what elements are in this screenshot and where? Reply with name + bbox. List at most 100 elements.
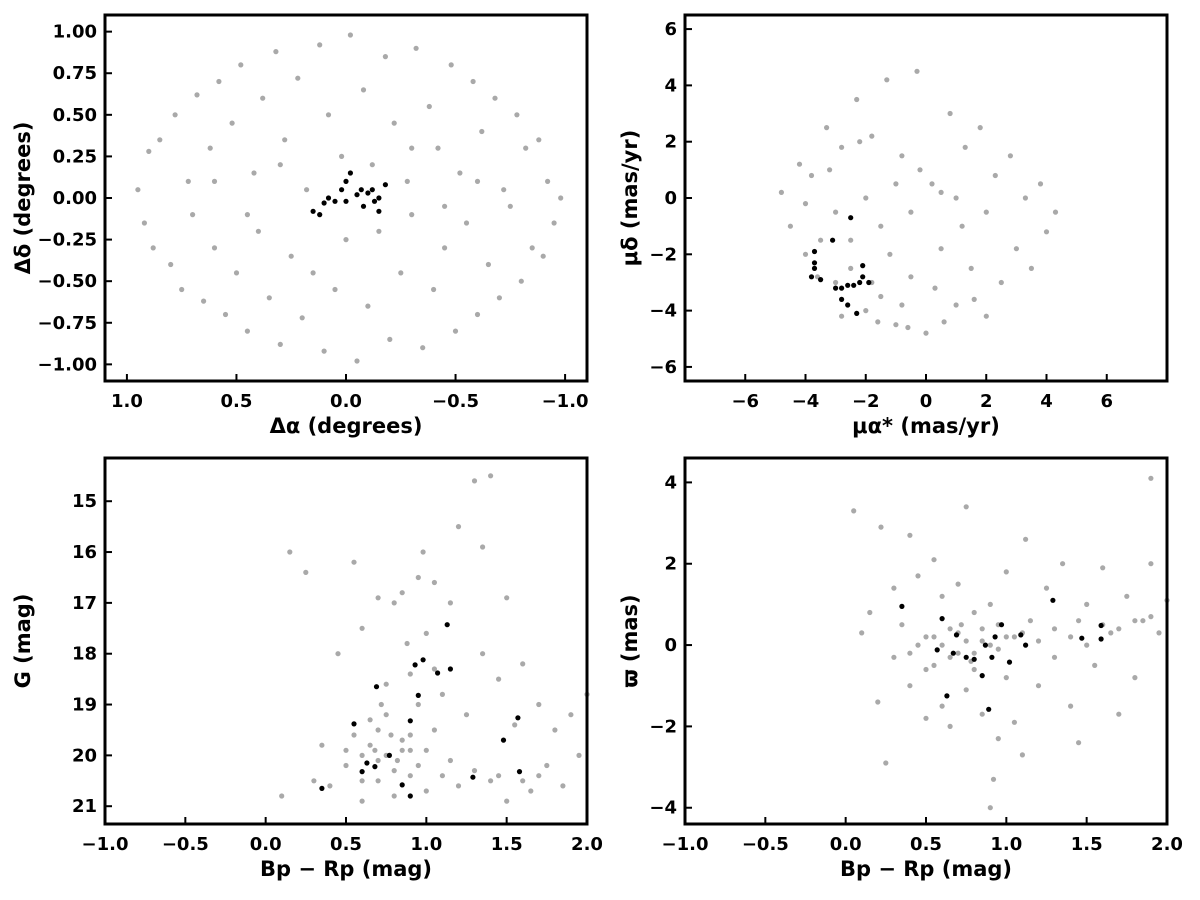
background-point <box>470 78 476 85</box>
member-point <box>447 666 453 672</box>
background-point <box>1035 683 1042 689</box>
background-point <box>923 666 929 673</box>
background-point <box>282 137 288 143</box>
background-point <box>375 757 381 764</box>
background-point <box>439 773 445 779</box>
background-point <box>802 201 809 207</box>
background-point <box>343 747 349 753</box>
background-point <box>923 715 929 721</box>
background-point <box>990 776 997 782</box>
background-point <box>1148 614 1154 620</box>
background-point <box>848 237 854 243</box>
background-point <box>179 286 185 293</box>
background-point <box>968 265 974 271</box>
background-point <box>520 661 526 667</box>
y-tick-label: −0.50 <box>38 271 98 292</box>
background-point <box>448 62 454 68</box>
background-point <box>1011 634 1018 640</box>
y-tick-label: 15 <box>72 491 97 512</box>
background-point <box>907 683 913 689</box>
y-tick-label: −6 <box>649 357 677 378</box>
background-point <box>931 662 937 669</box>
background-point <box>496 773 502 779</box>
y-tick-label: −4 <box>649 798 677 819</box>
background-point <box>1003 634 1009 640</box>
background-point <box>439 691 445 698</box>
background-point <box>207 145 213 151</box>
y-axis-label: Δδ (degrees) <box>11 122 35 275</box>
background-point <box>426 103 432 110</box>
member-point <box>811 265 818 271</box>
background-point <box>1084 642 1090 648</box>
background-point <box>399 590 405 596</box>
member-point <box>944 693 950 699</box>
background-point <box>354 358 360 364</box>
background-point <box>378 701 384 708</box>
x-tick-label: −4 <box>792 391 820 412</box>
background-point <box>150 245 156 251</box>
background-point <box>915 642 921 648</box>
background-point <box>907 650 913 656</box>
x-tick-label: −2 <box>852 391 880 412</box>
background-point <box>971 650 977 656</box>
background-point <box>1023 536 1029 542</box>
background-point <box>255 228 261 234</box>
axes-frame <box>103 13 589 383</box>
background-point <box>905 324 911 331</box>
background-point <box>979 626 985 632</box>
x-tick-label: −1.0 <box>82 834 129 855</box>
member-point <box>399 782 405 788</box>
background-point <box>931 557 937 563</box>
background-point <box>818 237 824 243</box>
background-point <box>367 742 373 748</box>
background-point <box>277 162 283 168</box>
background-point <box>995 646 1001 652</box>
background-point <box>407 732 413 738</box>
member-point <box>851 282 857 288</box>
background-point <box>536 701 542 708</box>
background-point <box>222 311 229 318</box>
member-point <box>373 684 380 690</box>
background-point <box>1051 654 1058 660</box>
background-point <box>471 768 478 774</box>
background-point <box>367 717 373 723</box>
background-point <box>979 711 985 717</box>
member-point <box>415 692 421 699</box>
member-point <box>354 192 360 198</box>
background-point <box>808 172 815 179</box>
member-point <box>830 237 836 243</box>
background-point <box>947 654 953 660</box>
background-point <box>863 308 869 314</box>
background-point <box>146 148 152 154</box>
member-point <box>998 622 1005 628</box>
background-point <box>914 68 920 74</box>
background-point <box>514 112 520 118</box>
background-point <box>878 223 884 229</box>
member-point <box>332 198 338 204</box>
member-point <box>412 662 418 668</box>
background-point <box>528 788 534 794</box>
member-point <box>371 198 378 204</box>
background-point <box>407 773 413 779</box>
y-tick-label: 16 <box>72 542 97 563</box>
background-point <box>977 125 983 131</box>
background-point <box>504 798 510 804</box>
background-point <box>883 760 889 766</box>
x-tick-label: 0.0 <box>250 834 282 855</box>
y-tick-label: −0.25 <box>38 230 98 251</box>
member-point <box>319 785 325 792</box>
background-point <box>455 524 462 530</box>
background-point <box>851 508 857 514</box>
background-point <box>1060 561 1066 567</box>
background-point <box>409 212 415 218</box>
background-point <box>251 170 257 176</box>
background-point <box>194 92 200 98</box>
background-point <box>311 778 317 784</box>
x-tick-label: −0.5 <box>162 834 209 855</box>
background-point <box>1007 153 1014 159</box>
background-point <box>953 195 959 201</box>
y-tick-label: 19 <box>72 695 97 716</box>
x-tick-label: −0.5 <box>432 391 479 412</box>
background-point <box>474 311 481 318</box>
background-point <box>884 77 890 83</box>
